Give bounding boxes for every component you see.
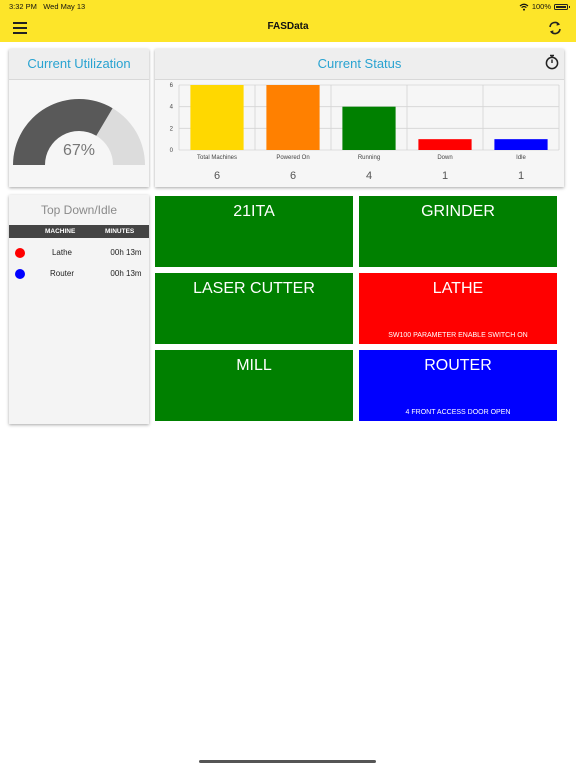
tile-name: GRINDER	[421, 203, 495, 220]
gauge-track	[96, 108, 145, 165]
gauge-value-label: 67%	[63, 142, 95, 159]
battery-icon	[554, 3, 570, 10]
y-tick-label: 2	[170, 126, 174, 132]
machine-tile-lathe[interactable]: LATHE SW100 PARAMETER ENABLE SWITCH ON	[359, 273, 557, 344]
y-tick-label: 0	[170, 148, 174, 154]
tile-name: ROUTER	[424, 357, 492, 374]
status-dot	[15, 248, 25, 258]
machine-tile-grinder[interactable]: GRINDER	[359, 196, 557, 267]
row-machine: Lathe	[51, 248, 73, 257]
utilization-gauge: 67%	[13, 99, 145, 165]
row-minutes: 00h 13m	[110, 248, 142, 257]
tile-name: 21ITA	[233, 203, 275, 220]
row-minutes: 00h 13m	[110, 269, 142, 278]
status-bar: 3:32 PM Wed May 13 100%	[0, 0, 576, 14]
tile-message: SW100 PARAMETER ENABLE SWITCH ON	[388, 332, 528, 339]
status-right-group: 100%	[519, 2, 570, 11]
refresh-icon[interactable]	[547, 20, 563, 36]
bar-running	[342, 106, 396, 150]
bar-value-label: 1	[442, 170, 448, 182]
hamburger-menu-icon[interactable]	[13, 22, 27, 34]
status-card-header: Current Status	[155, 49, 564, 80]
down-idle-card: Top Down/Idle MACHINE MINUTES Lathe 00h …	[9, 195, 149, 424]
app-title: FASData	[267, 21, 309, 32]
bar-value-label: 6	[214, 170, 220, 182]
battery-percent: 100%	[531, 2, 551, 11]
bar-value-label: 6	[290, 170, 296, 182]
y-tick-label: 4	[170, 105, 174, 111]
x-tick-label: Running	[358, 155, 380, 161]
x-tick-label: Total Machines	[197, 155, 237, 161]
machine-tile-laser-cutter[interactable]: LASER CUTTER	[155, 273, 353, 344]
down-idle-title: Top Down/Idle	[40, 203, 118, 217]
x-tick-label: Down	[437, 155, 452, 161]
bar-total-machines	[190, 85, 244, 150]
home-indicator[interactable]	[199, 760, 376, 763]
tile-name: LATHE	[432, 280, 484, 297]
utilization-card: Current Utilization 67%	[9, 49, 149, 187]
tile-name: MILL	[236, 357, 272, 374]
bar-value-label: 4	[366, 170, 372, 182]
machine-tile-21ita[interactable]: 21ITA	[155, 196, 353, 267]
bar-powered-on	[266, 85, 320, 150]
status-title: Current Status	[317, 56, 402, 71]
table-row[interactable]: Router 00h 13m	[9, 264, 149, 284]
status-dot	[15, 269, 25, 279]
machine-tile-mill[interactable]: MILL	[155, 350, 353, 421]
col-minutes: MINUTES	[105, 228, 135, 235]
bar-idle	[494, 139, 548, 150]
utilization-card-header: Current Utilization	[9, 49, 149, 80]
col-machine: MACHINE	[45, 228, 76, 235]
table-row[interactable]: Lathe 00h 13m	[9, 243, 149, 263]
tile-name: LASER CUTTER	[193, 280, 315, 297]
x-tick-label: Idle	[516, 155, 526, 161]
status-time: 3:32 PM Wed May 13	[9, 2, 86, 11]
gauge-fill	[13, 99, 113, 165]
y-tick-label: 6	[170, 83, 174, 89]
stopwatch-icon[interactable]	[544, 54, 560, 70]
row-machine: Router	[49, 269, 74, 278]
down-idle-table-header: MACHINE MINUTES	[9, 225, 149, 238]
nav-bar: FASData	[0, 14, 576, 42]
machine-tile-router[interactable]: ROUTER 4 FRONT ACCESS DOOR OPEN	[359, 350, 557, 421]
status-card: Current Status 0 2 4 6 Total Machines 6 Powere…	[155, 49, 564, 187]
x-tick-label: Powered On	[276, 155, 309, 161]
wifi-icon	[519, 3, 529, 11]
utilization-title: Current Utilization	[27, 56, 131, 71]
status-bar-chart: 0 2 4 6 Total Machines 6 Powered On 6 Running 4 Do…	[170, 83, 560, 182]
status-date: Wed May 13	[43, 2, 86, 11]
bar-down	[418, 139, 472, 150]
tile-message: 4 FRONT ACCESS DOOR OPEN	[405, 409, 511, 416]
bar-value-label: 1	[518, 170, 524, 182]
